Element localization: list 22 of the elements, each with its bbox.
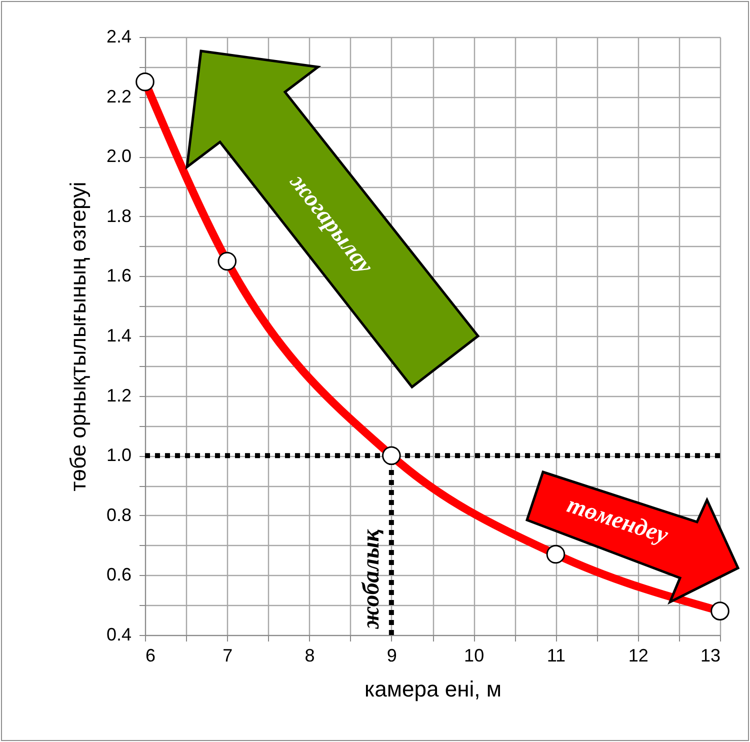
y-tick-label: 1.0 — [106, 445, 132, 466]
x-tick-label: 13 — [700, 646, 720, 666]
x-tick-label: 9 — [386, 646, 397, 666]
y-tick-label: 1.8 — [106, 206, 132, 226]
x-axis-title: камера ені, м — [364, 676, 502, 702]
x-tick-label: 11 — [546, 646, 566, 666]
y-tick-label: 1.2 — [106, 385, 132, 406]
ref-line-label: жобалық — [358, 528, 384, 630]
y-tick-label: 2.4 — [106, 26, 132, 46]
y-tick-label: 0.6 — [106, 564, 132, 585]
y-axis-title: төбе орнықтылығының өзгеруі — [65, 182, 90, 492]
x-tick-label: 7 — [222, 646, 233, 666]
y-tick-label: 2.0 — [106, 146, 132, 166]
x-tick-label: 6 — [146, 646, 156, 666]
y-tick-label: 2.2 — [106, 86, 132, 106]
x-tick-label: 12 — [628, 646, 648, 666]
y-tick-label: 1.6 — [106, 266, 132, 286]
y-tick-label: 0.4 — [106, 624, 132, 644]
y-tick-label: 1.4 — [106, 326, 132, 346]
x-tick-label: 8 — [304, 646, 315, 666]
x-tick-label: 10 — [464, 646, 484, 666]
y-tick-label: 0.8 — [106, 504, 132, 525]
